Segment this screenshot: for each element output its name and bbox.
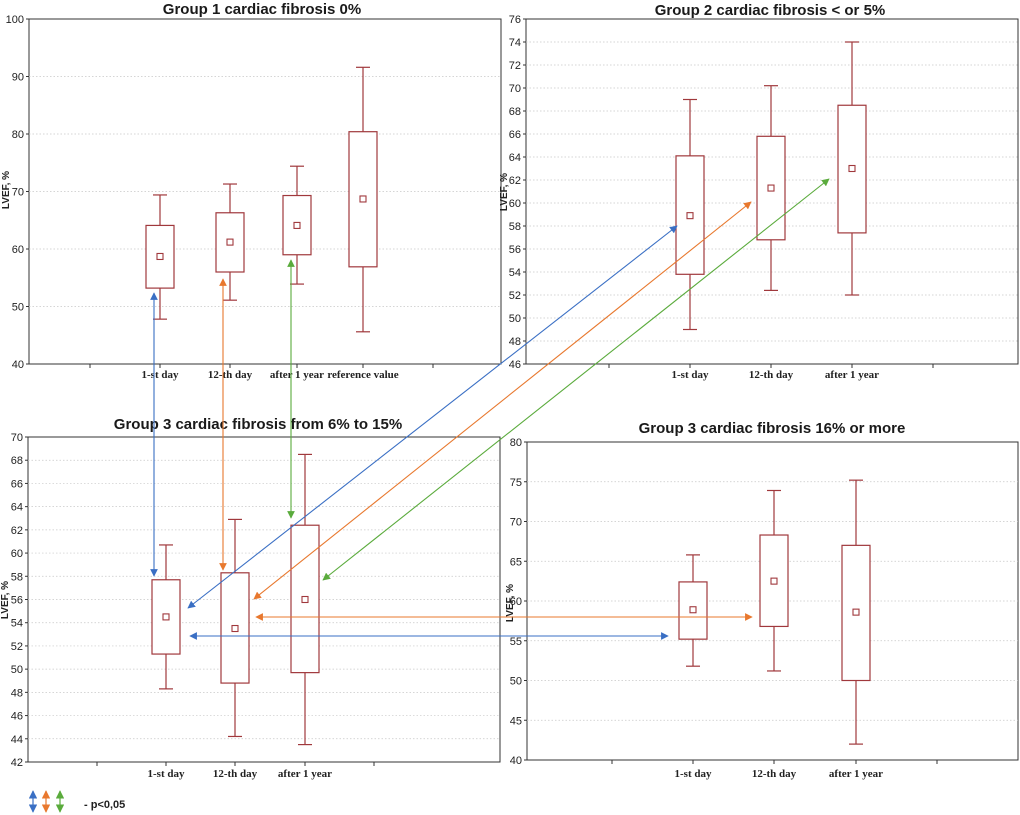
legend: - p<0,05 [28,790,125,813]
y-axis-label: LVEF, % [0,581,11,619]
panel-title: Group 1 cardiac fibrosis 0% [163,1,361,18]
box-body [837,104,867,234]
box-body [678,581,708,640]
x-category-label: 12-th day [749,369,794,381]
y-tick-label: 46 [11,711,23,723]
box-plot [145,194,175,320]
y-tick-label: 56 [509,244,521,256]
box-body [759,534,789,628]
y-tick-label: 58 [509,221,521,233]
y-tick-label: 100 [6,14,24,26]
box-body [290,524,320,674]
x-category-label: 1-st day [148,768,185,780]
x-category-label: 1-st day [675,768,712,780]
median-marker [162,613,170,621]
box-body [282,194,312,256]
y-tick-label: 46 [509,359,521,371]
y-tick-label: 52 [11,641,23,653]
median-marker [231,624,239,633]
box-body [841,544,871,682]
x-category-label: 12-th day [208,369,253,381]
y-tick-label: 70 [12,187,24,199]
y-tick-label: 70 [11,432,23,444]
panel-group-3a: Group 3 cardiac fibrosis from 6% to 15% … [0,416,501,780]
y-tick-label: 64 [509,152,521,164]
y-tick-label: 60 [11,548,23,560]
x-category-label: 12-th day [752,768,797,780]
median-marker [852,608,860,616]
y-tick-label: 80 [510,437,522,449]
y-tick-label: 64 [11,502,23,514]
y-axis-label: LVEF, % [1,171,12,209]
legend-label: - p<0,05 [84,799,125,811]
y-tick-label: 68 [509,106,521,118]
x-category-label: after 1 year [278,768,332,780]
panel-group-3b: Group 3 cardiac fibrosis 16% or more LVE… [505,420,1019,780]
y-tick-label: 80 [12,129,24,141]
y-tick-label: 66 [509,129,521,141]
y-tick-label: 40 [12,359,24,371]
x-category-label: reference value [327,369,398,381]
panel-group-2: Group 2 cardiac fibrosis < or 5% LVEF, %… [499,2,1019,381]
y-tick-label: 76 [509,14,521,26]
y-tick-label: 48 [509,336,521,348]
significance-arrows [150,178,830,640]
x-category-label: after 1 year [829,768,883,780]
box-plot [841,479,871,745]
y-tick-label: 75 [510,477,522,489]
y-tick-label: 50 [509,313,521,325]
significance-arrow-green [322,178,830,581]
y-tick-label: 74 [509,37,521,49]
y-tick-label: 90 [12,72,24,84]
panel-title: Group 3 cardiac fibrosis from 6% to 15% [114,416,402,433]
y-tick-label: 42 [11,757,23,769]
y-tick-label: 62 [11,525,23,537]
y-tick-label: 58 [11,571,23,583]
y-tick-label: 50 [12,302,24,314]
box-body [348,131,378,268]
y-tick-label: 68 [11,455,23,467]
y-tick-label: 60 [509,198,521,210]
panel-group-1: Group 1 cardiac fibrosis 0% LVEF, % 40 50… [1,1,502,381]
box-body [675,155,705,275]
y-tick-label: 52 [509,290,521,302]
y-tick-label: 45 [510,715,522,727]
y-tick-label: 40 [510,755,522,767]
box-body [220,572,250,684]
y-tick-label: 60 [12,244,24,256]
y-tick-label: 66 [11,478,23,490]
y-tick-label: 60 [510,596,522,608]
median-marker [848,164,856,173]
y-tick-label: 62 [509,175,521,187]
y-tick-label: 50 [510,676,522,688]
x-category-label: after 1 year [825,369,879,381]
y-tick-label: 56 [11,595,23,607]
y-tick-label: 54 [509,267,521,279]
box-body [145,224,175,289]
x-category-label: after 1 year [270,369,324,381]
panel-title: Group 3 cardiac fibrosis 16% or more [639,420,906,437]
x-category-label: 12-th day [213,768,258,780]
median-marker [689,606,697,614]
y-tick-label: 70 [509,83,521,95]
x-category-label: 1-st day [142,369,179,381]
y-tick-label: 72 [509,60,521,72]
median-marker [156,252,164,261]
y-tick-label: 55 [510,636,522,648]
box-plot [837,41,867,296]
y-tick-label: 48 [11,687,23,699]
x-category-label: 1-st day [672,369,709,381]
y-tick-label: 44 [11,734,23,746]
box-plot [151,544,181,690]
box-body [215,212,245,273]
y-tick-label: 65 [510,556,522,568]
box-body [151,579,181,655]
y-tick-label: 50 [11,664,23,676]
panel-title: Group 2 cardiac fibrosis < or 5% [655,2,886,19]
y-tick-label: 70 [510,517,522,529]
y-tick-label: 54 [11,618,23,630]
